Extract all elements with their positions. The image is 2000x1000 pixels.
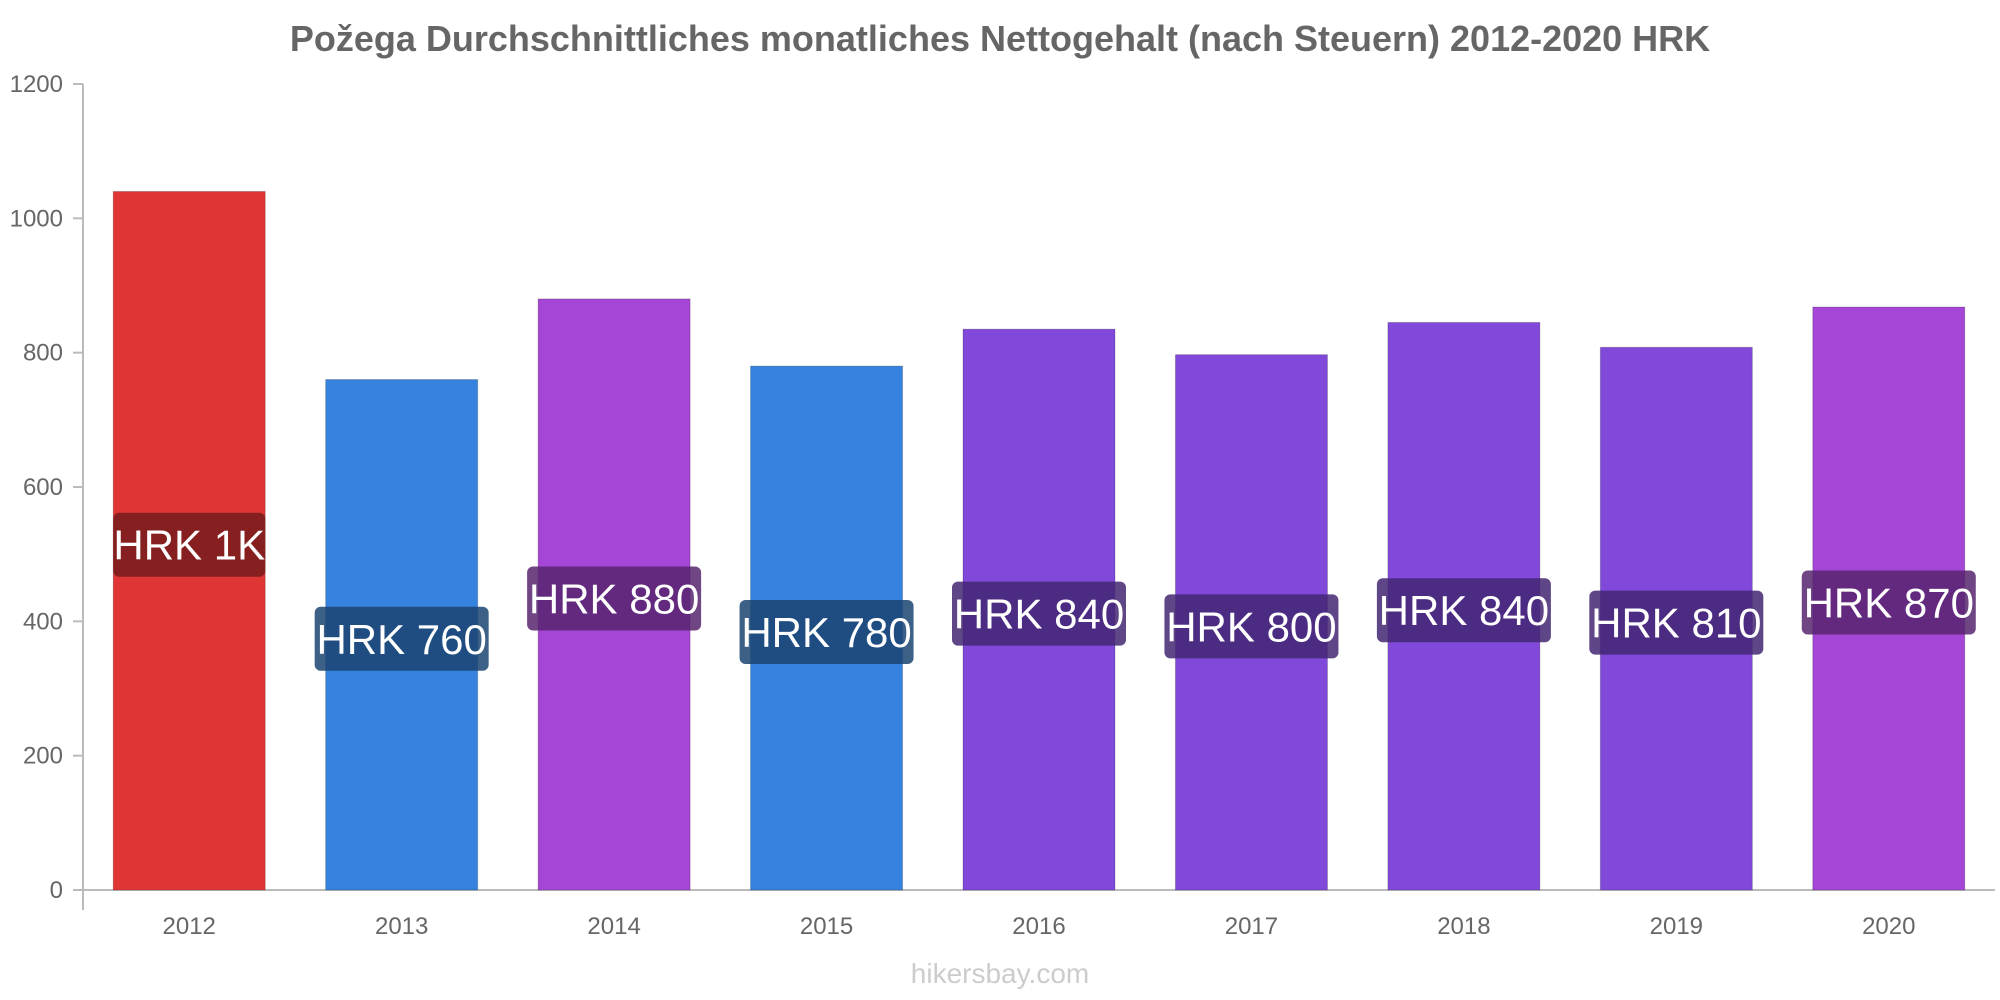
data-label-box bbox=[1801, 570, 1976, 635]
x-tick-label: 2018 bbox=[1437, 913, 1490, 940]
data-label-box bbox=[952, 581, 1126, 646]
data-label-box bbox=[314, 606, 489, 671]
data-label: HRK 870 bbox=[1804, 579, 1974, 626]
x-tick-label: 2020 bbox=[1862, 913, 1915, 940]
x-tick-label: 2015 bbox=[800, 913, 853, 940]
data-label: HRK 760 bbox=[316, 616, 486, 663]
y-tick-label: 200 bbox=[23, 743, 63, 770]
data-label: HRK 810 bbox=[1591, 600, 1761, 647]
x-tick-label: 2016 bbox=[1012, 913, 1065, 940]
data-label-box bbox=[527, 566, 702, 631]
chart-title: Požega Durchschnittliches monatliches Ne… bbox=[289, 18, 1711, 59]
x-tick-label: 2017 bbox=[1225, 913, 1278, 940]
data-label: HRK 780 bbox=[741, 609, 911, 656]
data-label: HRK 840 bbox=[954, 591, 1124, 638]
y-tick-label: 1200 bbox=[10, 71, 63, 98]
data-label: HRK 840 bbox=[1379, 587, 1549, 634]
data-label: HRK 880 bbox=[529, 575, 699, 622]
data-label-box bbox=[1589, 590, 1764, 655]
y-tick-label: 400 bbox=[23, 608, 63, 635]
x-tick-label: 2014 bbox=[587, 913, 640, 940]
y-tick-label: 0 bbox=[50, 877, 63, 904]
x-tick-label: 2019 bbox=[1650, 913, 1703, 940]
y-tick-label: 1000 bbox=[10, 205, 63, 232]
data-label-box bbox=[739, 600, 914, 665]
data-label: HRK 1K bbox=[113, 522, 265, 569]
y-tick-label: 600 bbox=[23, 474, 63, 501]
data-label-box bbox=[1164, 594, 1339, 659]
data-label: HRK 800 bbox=[1166, 603, 1336, 650]
y-tick-label: 800 bbox=[23, 340, 63, 367]
x-tick-label: 2012 bbox=[163, 913, 216, 940]
data-label-box bbox=[1376, 578, 1551, 643]
watermark: hikersbay.com bbox=[910, 958, 1090, 989]
data-label-box bbox=[113, 512, 266, 577]
x-tick-label: 2013 bbox=[375, 913, 428, 940]
